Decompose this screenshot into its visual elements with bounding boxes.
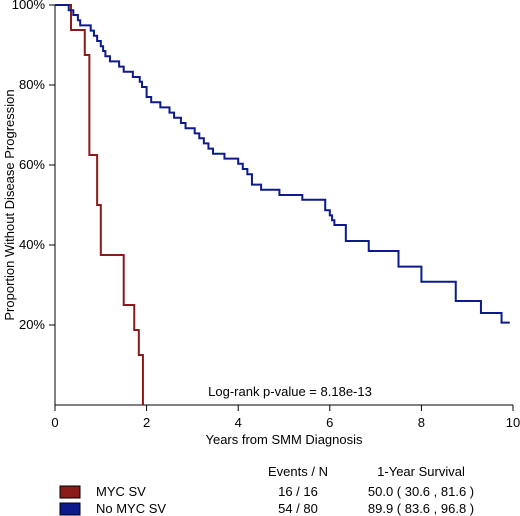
logrank-annotation: Log-rank p-value = 8.18e-13 bbox=[208, 384, 372, 399]
axes: 0 2 4 6 8 10 20% 40% 60% 80% 100% bbox=[12, 0, 520, 430]
x-tick-label: 0 bbox=[51, 415, 58, 430]
legend-events-header: Events / N bbox=[268, 464, 328, 479]
x-tick-label: 4 bbox=[235, 415, 242, 430]
y-tick-label: 100% bbox=[12, 0, 46, 12]
curve-no-myc-sv bbox=[55, 4, 510, 324]
y-axis-title: Proportion Without Disease Progression bbox=[2, 89, 17, 320]
x-tick-label: 8 bbox=[418, 415, 425, 430]
survival-curves bbox=[55, 4, 510, 405]
x-tick-label: 2 bbox=[143, 415, 150, 430]
y-tick-label: 80% bbox=[19, 77, 45, 92]
curve-myc-sv bbox=[55, 4, 144, 405]
legend-survival-header: 1-Year Survival bbox=[377, 464, 465, 479]
x-axis-title: Years from SMM Diagnosis bbox=[205, 432, 363, 447]
legend-survival: 50.0 ( 30.6 , 81.6 ) bbox=[368, 484, 474, 499]
y-tick-label: 20% bbox=[19, 317, 45, 332]
legend-survival: 89.9 ( 83.6 , 96.8 ) bbox=[368, 501, 474, 516]
y-tick-label: 40% bbox=[19, 237, 45, 252]
x-tick-label: 10 bbox=[506, 415, 520, 430]
legend-events: 16 / 16 bbox=[278, 484, 318, 499]
legend-swatch-myc-sv bbox=[59, 485, 81, 499]
legend-events: 54 / 80 bbox=[278, 501, 318, 516]
y-tick-label: 60% bbox=[19, 157, 45, 172]
legend-series-name: MYC SV bbox=[96, 484, 146, 499]
legend-swatch-no-myc-sv bbox=[59, 502, 81, 516]
legend-series-name: No MYC SV bbox=[96, 501, 166, 516]
legend: Events / N 1-Year Survival MYC SV 16 / 16… bbox=[59, 464, 474, 516]
x-tick-label: 6 bbox=[326, 415, 333, 430]
